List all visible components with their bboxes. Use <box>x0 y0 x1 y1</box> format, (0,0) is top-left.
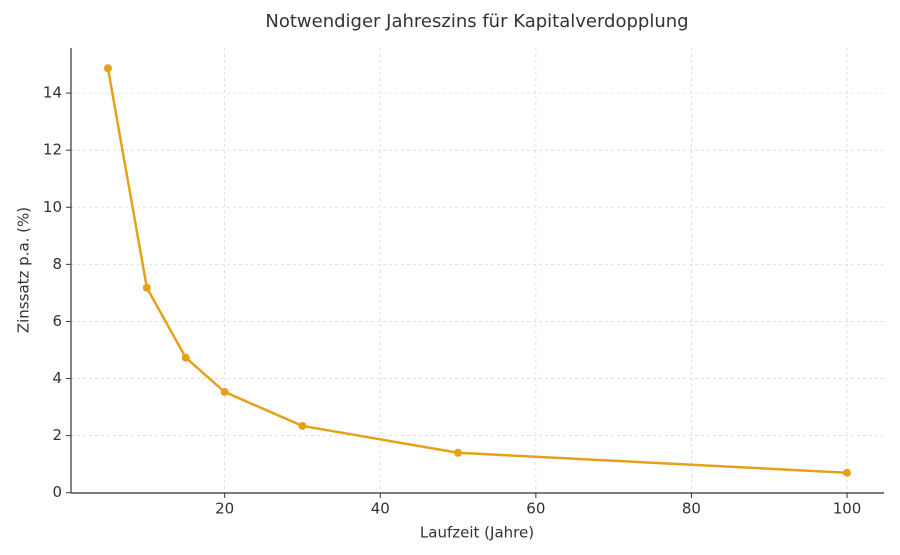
data-point <box>454 448 463 457</box>
chart-title: Notwendiger Jahreszins für Kapitalverdop… <box>265 11 688 32</box>
x-tick-label: 100 <box>833 500 862 518</box>
data-point <box>142 283 151 292</box>
y-tick-label: 6 <box>52 312 62 330</box>
x-tick-label: 60 <box>526 500 545 518</box>
y-tick-label: 4 <box>52 369 62 387</box>
x-tick-label: 80 <box>682 500 701 518</box>
y-tick-label: 0 <box>52 483 62 501</box>
y-axis-label: Zinssatz p.a. (%) <box>15 207 33 333</box>
x-tick-label: 40 <box>371 500 390 518</box>
data-point <box>843 468 852 477</box>
y-tick-label: 12 <box>43 141 62 159</box>
y-tick-label: 14 <box>43 84 62 102</box>
x-tick-label: 20 <box>215 500 234 518</box>
data-point <box>298 421 307 430</box>
data-point <box>220 387 229 396</box>
x-axis-label: Laufzeit (Jahre) <box>420 524 534 542</box>
y-tick-label: 10 <box>43 198 62 216</box>
y-tick-label: 8 <box>52 255 62 273</box>
data-point <box>181 353 190 362</box>
data-point <box>103 64 112 73</box>
data-line <box>106 68 848 474</box>
y-tick-label: 2 <box>52 426 62 444</box>
